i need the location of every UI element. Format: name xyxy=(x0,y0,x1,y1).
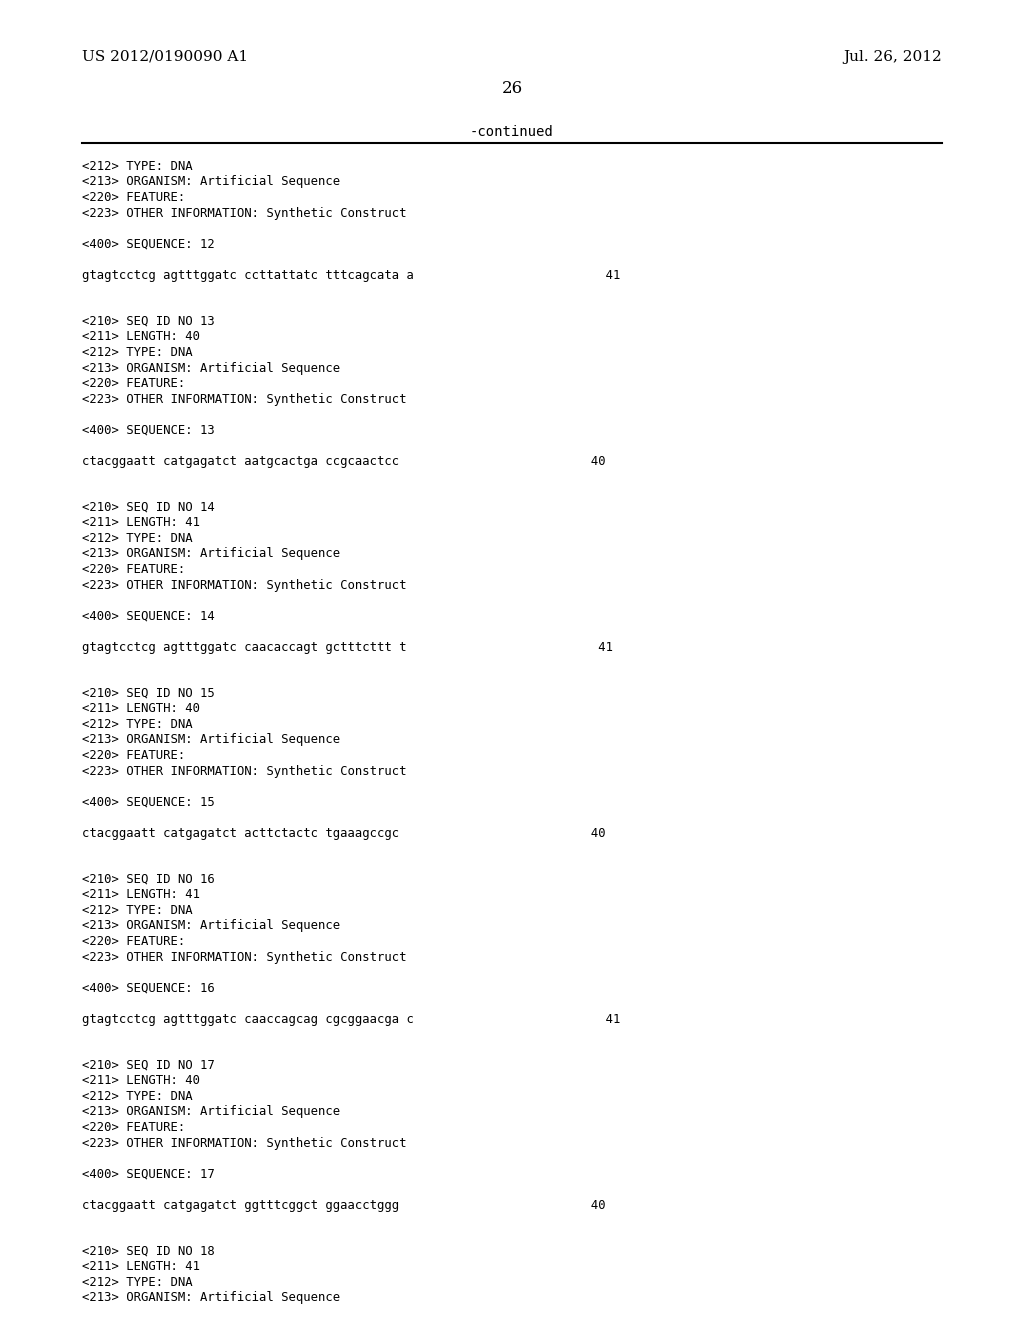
Text: <210> SEQ ID NO 16: <210> SEQ ID NO 16 xyxy=(82,873,215,886)
Text: <220> FEATURE:: <220> FEATURE: xyxy=(82,191,185,205)
Text: <223> OTHER INFORMATION: Synthetic Construct: <223> OTHER INFORMATION: Synthetic Const… xyxy=(82,578,407,591)
Text: <211> LENGTH: 40: <211> LENGTH: 40 xyxy=(82,330,200,343)
Text: US 2012/0190090 A1: US 2012/0190090 A1 xyxy=(82,50,248,63)
Text: <212> TYPE: DNA: <212> TYPE: DNA xyxy=(82,1090,193,1104)
Text: <213> ORGANISM: Artificial Sequence: <213> ORGANISM: Artificial Sequence xyxy=(82,1291,340,1304)
Text: <212> TYPE: DNA: <212> TYPE: DNA xyxy=(82,160,193,173)
Text: <223> OTHER INFORMATION: Synthetic Construct: <223> OTHER INFORMATION: Synthetic Const… xyxy=(82,950,407,964)
Text: <211> LENGTH: 40: <211> LENGTH: 40 xyxy=(82,702,200,715)
Text: <212> TYPE: DNA: <212> TYPE: DNA xyxy=(82,904,193,917)
Text: <212> TYPE: DNA: <212> TYPE: DNA xyxy=(82,346,193,359)
Text: <213> ORGANISM: Artificial Sequence: <213> ORGANISM: Artificial Sequence xyxy=(82,548,340,561)
Text: ctacggaatt catgagatct ggtttcggct ggaacctggg                          40: ctacggaatt catgagatct ggtttcggct ggaacct… xyxy=(82,1199,605,1212)
Text: <210> SEQ ID NO 13: <210> SEQ ID NO 13 xyxy=(82,315,215,327)
Text: -continued: -continued xyxy=(470,125,554,139)
Text: <212> TYPE: DNA: <212> TYPE: DNA xyxy=(82,718,193,731)
Text: <220> FEATURE:: <220> FEATURE: xyxy=(82,935,185,948)
Text: gtagtcctcg agtttggatc caacaccagt gctttcttt t                          41: gtagtcctcg agtttggatc caacaccagt gctttct… xyxy=(82,640,613,653)
Text: <213> ORGANISM: Artificial Sequence: <213> ORGANISM: Artificial Sequence xyxy=(82,734,340,747)
Text: <211> LENGTH: 41: <211> LENGTH: 41 xyxy=(82,888,200,902)
Text: <210> SEQ ID NO 14: <210> SEQ ID NO 14 xyxy=(82,502,215,513)
Text: gtagtcctcg agtttggatc ccttattatc tttcagcata a                          41: gtagtcctcg agtttggatc ccttattatc tttcagc… xyxy=(82,268,621,281)
Text: <400> SEQUENCE: 17: <400> SEQUENCE: 17 xyxy=(82,1167,215,1180)
Text: <212> TYPE: DNA: <212> TYPE: DNA xyxy=(82,1276,193,1290)
Text: <400> SEQUENCE: 13: <400> SEQUENCE: 13 xyxy=(82,424,215,437)
Text: <211> LENGTH: 40: <211> LENGTH: 40 xyxy=(82,1074,200,1088)
Text: <220> FEATURE:: <220> FEATURE: xyxy=(82,1121,185,1134)
Text: <213> ORGANISM: Artificial Sequence: <213> ORGANISM: Artificial Sequence xyxy=(82,920,340,932)
Text: <220> FEATURE:: <220> FEATURE: xyxy=(82,564,185,576)
Text: <223> OTHER INFORMATION: Synthetic Construct: <223> OTHER INFORMATION: Synthetic Const… xyxy=(82,1137,407,1150)
Text: <213> ORGANISM: Artificial Sequence: <213> ORGANISM: Artificial Sequence xyxy=(82,176,340,189)
Text: <220> FEATURE:: <220> FEATURE: xyxy=(82,748,185,762)
Text: <400> SEQUENCE: 16: <400> SEQUENCE: 16 xyxy=(82,982,215,994)
Text: <211> LENGTH: 41: <211> LENGTH: 41 xyxy=(82,1261,200,1274)
Text: <210> SEQ ID NO 17: <210> SEQ ID NO 17 xyxy=(82,1059,215,1072)
Text: <213> ORGANISM: Artificial Sequence: <213> ORGANISM: Artificial Sequence xyxy=(82,362,340,375)
Text: <210> SEQ ID NO 18: <210> SEQ ID NO 18 xyxy=(82,1245,215,1258)
Text: <400> SEQUENCE: 14: <400> SEQUENCE: 14 xyxy=(82,610,215,623)
Text: <211> LENGTH: 41: <211> LENGTH: 41 xyxy=(82,516,200,529)
Text: <220> FEATURE:: <220> FEATURE: xyxy=(82,378,185,389)
Text: <210> SEQ ID NO 15: <210> SEQ ID NO 15 xyxy=(82,686,215,700)
Text: ctacggaatt catgagatct acttctactc tgaaagccgc                          40: ctacggaatt catgagatct acttctactc tgaaagc… xyxy=(82,826,605,840)
Text: <213> ORGANISM: Artificial Sequence: <213> ORGANISM: Artificial Sequence xyxy=(82,1106,340,1118)
Text: 26: 26 xyxy=(502,81,522,96)
Text: <223> OTHER INFORMATION: Synthetic Construct: <223> OTHER INFORMATION: Synthetic Const… xyxy=(82,392,407,405)
Text: <223> OTHER INFORMATION: Synthetic Construct: <223> OTHER INFORMATION: Synthetic Const… xyxy=(82,206,407,219)
Text: <400> SEQUENCE: 12: <400> SEQUENCE: 12 xyxy=(82,238,215,251)
Text: Jul. 26, 2012: Jul. 26, 2012 xyxy=(843,50,942,63)
Text: <223> OTHER INFORMATION: Synthetic Construct: <223> OTHER INFORMATION: Synthetic Const… xyxy=(82,764,407,777)
Text: ctacggaatt catgagatct aatgcactga ccgcaactcc                          40: ctacggaatt catgagatct aatgcactga ccgcaac… xyxy=(82,454,605,467)
Text: gtagtcctcg agtttggatc caaccagcag cgcggaacga c                          41: gtagtcctcg agtttggatc caaccagcag cgcggaa… xyxy=(82,1012,621,1026)
Text: <212> TYPE: DNA: <212> TYPE: DNA xyxy=(82,532,193,545)
Text: <400> SEQUENCE: 15: <400> SEQUENCE: 15 xyxy=(82,796,215,808)
